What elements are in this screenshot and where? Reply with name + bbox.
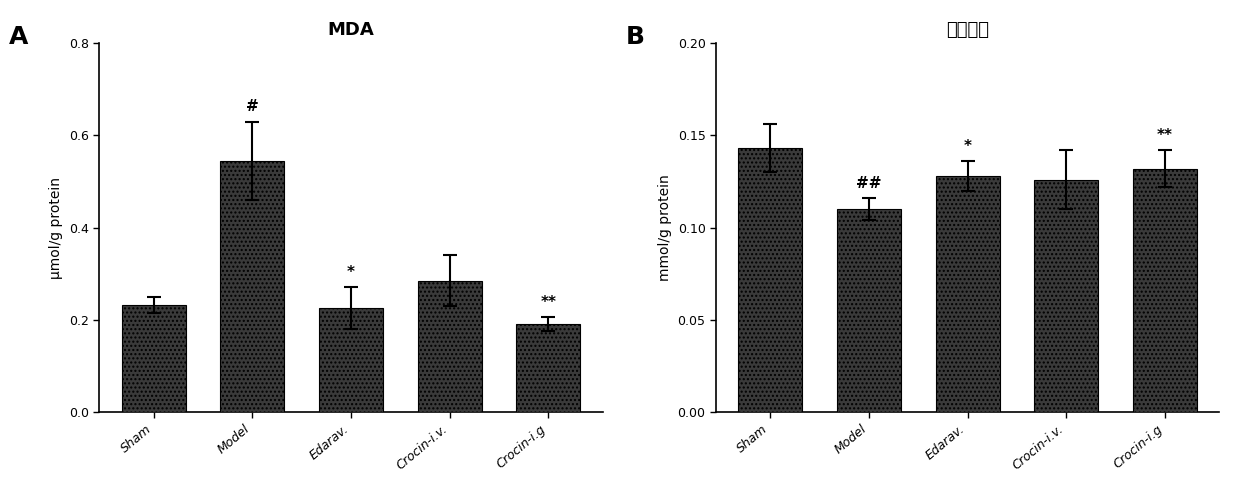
Text: #: # [246, 99, 259, 114]
Bar [418, 281, 482, 412]
Title: MDA: MDA [327, 21, 374, 39]
Bar [1133, 169, 1197, 412]
Text: **: ** [541, 295, 557, 310]
Bar [122, 305, 186, 412]
Bar [1034, 179, 1099, 412]
Bar [837, 209, 901, 412]
Text: *: * [963, 139, 972, 154]
Text: B: B [625, 25, 645, 49]
Y-axis label: mmol/g protein: mmol/g protein [658, 174, 672, 281]
Bar [516, 324, 580, 412]
Text: ##: ## [856, 176, 882, 191]
Text: *: * [347, 265, 355, 280]
Bar [221, 161, 284, 412]
Title: 总抗氧化: 总抗氧化 [946, 21, 990, 39]
Y-axis label: μmol/g protein: μmol/g protein [50, 176, 63, 279]
Bar [738, 148, 802, 412]
Text: A: A [9, 25, 29, 49]
Bar [319, 308, 383, 412]
Bar [935, 176, 999, 412]
Text: **: ** [1157, 128, 1173, 142]
